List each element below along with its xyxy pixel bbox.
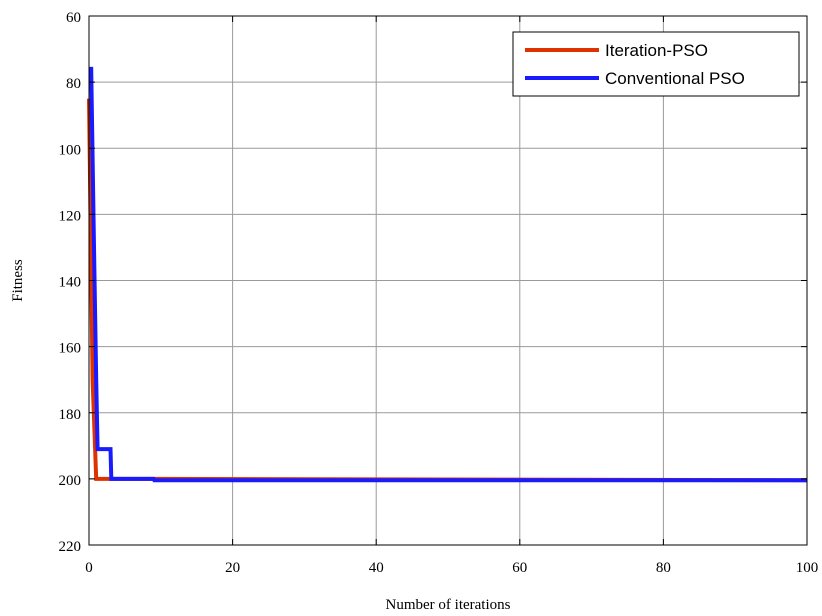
y-tick-label: 180	[59, 407, 82, 423]
x-tick-label: 20	[225, 560, 240, 576]
y-axis-label: Fitness	[10, 259, 26, 302]
series-line-1	[87, 98, 808, 483]
y-tick-label: 60	[66, 10, 81, 26]
y-tick-label: 140	[59, 275, 82, 291]
legend-label: Iteration-PSO	[605, 41, 708, 60]
x-tick-label: 100	[796, 560, 819, 576]
y-tick-label: 200	[59, 473, 82, 489]
series-lines	[87, 66, 808, 483]
x-tick-label: 40	[369, 560, 384, 576]
x-tick-label: 0	[85, 560, 93, 576]
y-tick-label: 80	[66, 76, 81, 92]
y-tick-label: 160	[59, 341, 82, 357]
axis-ticks: 0 20 40 60 80 100 60 80 100 120 140 160 180 200 220	[59, 10, 819, 576]
y-tick-label: 120	[59, 208, 82, 224]
x-tick-label: 60	[512, 560, 527, 576]
y-tick-label: 100	[59, 142, 82, 158]
legend-label: Conventional PSO	[605, 69, 745, 88]
legend-box	[512, 31, 800, 97]
legend: Iteration-PSO Conventional PSO	[512, 31, 800, 97]
y-tick-label: 220	[59, 539, 82, 555]
series-line-2	[89, 66, 807, 483]
x-axis-label: Number of iterations	[386, 597, 511, 613]
x-tick-label: 80	[656, 560, 671, 576]
